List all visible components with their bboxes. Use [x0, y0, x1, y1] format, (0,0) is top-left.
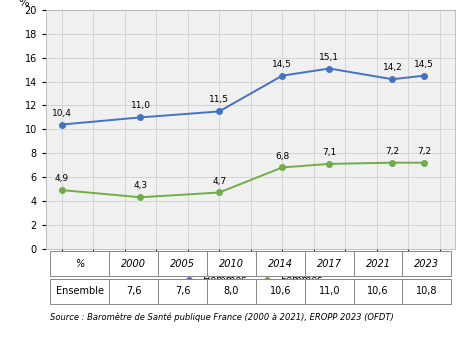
Text: 15,1: 15,1 [319, 53, 339, 62]
Text: 7,2: 7,2 [416, 147, 430, 156]
Text: 2000: 2000 [121, 258, 146, 269]
Text: 11,0: 11,0 [130, 101, 150, 111]
Text: 2017: 2017 [316, 258, 341, 269]
Y-axis label: %: % [18, 0, 29, 8]
Text: 14,5: 14,5 [272, 60, 291, 69]
Bar [255, 251, 304, 276]
Bar [304, 251, 353, 276]
Bar [158, 251, 207, 276]
Bar [50, 279, 109, 304]
Bar [207, 251, 255, 276]
Text: 8,0: 8,0 [224, 286, 239, 296]
Text: 4,3: 4,3 [133, 181, 147, 190]
Bar [353, 279, 402, 304]
Text: 10,8: 10,8 [415, 286, 437, 296]
Text: 2023: 2023 [414, 258, 438, 269]
Text: 10,6: 10,6 [366, 286, 388, 296]
Text: 7,6: 7,6 [126, 286, 141, 296]
Bar [207, 279, 255, 304]
Bar [109, 251, 158, 276]
Bar [158, 279, 207, 304]
Bar [304, 279, 353, 304]
Text: 14,2: 14,2 [382, 63, 402, 72]
Text: 11,5: 11,5 [209, 95, 229, 104]
Text: Source : Baromètre de Santé publique France (2000 à 2021), EROPP 2023 (OFDT): Source : Baromètre de Santé publique Fra… [50, 312, 393, 322]
Bar [50, 251, 109, 276]
Bar [402, 251, 450, 276]
Text: 11,0: 11,0 [318, 286, 339, 296]
Legend: Hommes, Femmes: Hommes, Femmes [175, 271, 325, 289]
Text: 4,7: 4,7 [212, 177, 226, 186]
Text: Ensemble: Ensemble [56, 286, 104, 296]
Bar [402, 279, 450, 304]
Text: 4,9: 4,9 [55, 174, 69, 183]
Text: 2014: 2014 [267, 258, 292, 269]
Text: 7,1: 7,1 [322, 148, 336, 157]
Bar [109, 279, 158, 304]
Text: 2005: 2005 [170, 258, 195, 269]
Text: 2021: 2021 [365, 258, 390, 269]
Text: %: % [75, 258, 84, 269]
Text: 2010: 2010 [218, 258, 244, 269]
Bar [353, 251, 402, 276]
Text: 14,5: 14,5 [413, 60, 433, 69]
Text: 10,6: 10,6 [269, 286, 291, 296]
Text: 7,6: 7,6 [174, 286, 190, 296]
Text: 6,8: 6,8 [274, 152, 289, 160]
Bar [255, 279, 304, 304]
Text: 7,2: 7,2 [385, 147, 398, 156]
Text: 10,4: 10,4 [52, 109, 72, 118]
